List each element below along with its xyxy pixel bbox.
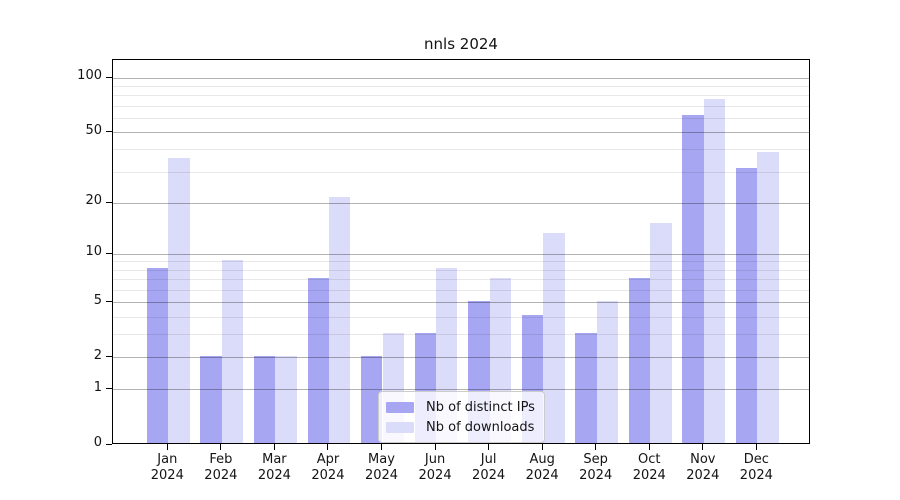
bar-downloads (168, 158, 190, 443)
gridline-minor (113, 261, 809, 263)
legend-label-distinct-ips: Nb of distinct IPs (426, 399, 535, 415)
gridline-major (113, 77, 809, 79)
gridline-minor (113, 334, 809, 336)
gridline-minor (113, 149, 809, 151)
gridline-major (113, 202, 809, 204)
gridline-minor (113, 171, 809, 173)
bar-distinct-ips (682, 115, 704, 443)
bar-downloads (221, 260, 244, 443)
x-tick-mark (488, 444, 490, 450)
x-tick-label: Mar 2024 (257, 452, 291, 483)
bar-downloads (703, 98, 726, 443)
legend-label-downloads: Nb of downloads (426, 419, 535, 435)
bar-distinct-ips (575, 332, 597, 443)
x-tick-label: Dec 2024 (739, 452, 773, 483)
bar-distinct-ips (307, 277, 329, 443)
gridline-minor (113, 105, 809, 107)
y-tick-label: 1 (93, 379, 102, 395)
x-tick-mark (273, 444, 275, 450)
y-tick-label: 50 (85, 122, 102, 138)
gridline-minor (113, 289, 809, 291)
x-tick-label: Jul 2024 (472, 452, 506, 483)
y-tick-mark (106, 301, 112, 303)
bar-distinct-ips (361, 355, 383, 443)
y-tick-label: 10 (85, 244, 102, 260)
chart-title: nnls 2024 (424, 35, 498, 53)
gridline-minor (113, 269, 809, 271)
y-tick-mark (106, 252, 112, 254)
y-tick-label: 5 (93, 292, 102, 308)
x-tick-label: Oct 2024 (632, 452, 666, 483)
x-tick-mark (595, 444, 597, 450)
x-tick-label: Jun 2024 (418, 452, 452, 483)
gridline-major (113, 357, 809, 359)
gridline-minor (113, 85, 809, 87)
y-tick-label: 0 (93, 435, 102, 450)
y-tick-mark (106, 356, 112, 358)
y-tick-mark (106, 443, 112, 445)
y-tick-label: 100 (77, 68, 102, 84)
legend: Nb of distinct IPs Nb of downloads (378, 391, 545, 443)
x-tick-mark (702, 444, 704, 450)
y-tick-mark (106, 76, 112, 78)
bar-distinct-ips (146, 268, 169, 443)
x-tick-label: Sep 2024 (579, 452, 613, 483)
x-tick-label: Nov 2024 (686, 452, 720, 483)
gridline-major (113, 253, 809, 255)
y-tick-mark (106, 388, 112, 390)
gridline-minor (113, 117, 809, 119)
x-tick-label: Apr 2024 (311, 452, 345, 483)
bar-distinct-ips (200, 355, 222, 443)
x-tick-label: Aug 2024 (525, 452, 559, 483)
y-tick-label: 2 (93, 347, 102, 363)
gridline-major (113, 302, 809, 304)
y-tick-mark (106, 131, 112, 132)
plot-area (112, 59, 810, 444)
y-tick-mark (106, 201, 112, 203)
gridline-minor (113, 279, 809, 281)
bar-downloads (328, 197, 351, 443)
x-tick-mark (166, 444, 168, 450)
bar-distinct-ips (254, 355, 276, 443)
gridline-major (113, 132, 809, 133)
x-tick-label: May 2024 (364, 452, 399, 483)
legend-swatch-distinct-ips-icon (386, 401, 414, 413)
bar-downloads (275, 355, 297, 443)
x-tick-mark (381, 444, 382, 450)
y-tick-label: 20 (85, 193, 102, 209)
x-tick-label: Jan 2024 (150, 452, 184, 483)
x-tick-mark (327, 444, 329, 450)
x-tick-mark (220, 444, 222, 450)
x-tick-label: Feb 2024 (204, 452, 238, 483)
x-tick-mark (541, 444, 543, 450)
legend-item-distinct-ips: Nb of distinct IPs (386, 397, 535, 417)
bar-downloads (543, 233, 565, 443)
x-tick-mark (755, 444, 757, 450)
bar-downloads (757, 151, 779, 443)
x-tick-mark (434, 444, 436, 450)
legend-swatch-downloads-icon (386, 421, 414, 433)
gridline-minor (113, 316, 809, 318)
gridline-minor (113, 95, 809, 97)
legend-item-downloads: Nb of downloads (386, 417, 535, 437)
bar-downloads (596, 300, 619, 443)
bar-distinct-ips (628, 277, 651, 443)
x-tick-mark (648, 444, 650, 450)
bar-distinct-ips (735, 167, 758, 443)
gridline-major (113, 389, 809, 391)
bar-downloads (650, 222, 672, 443)
